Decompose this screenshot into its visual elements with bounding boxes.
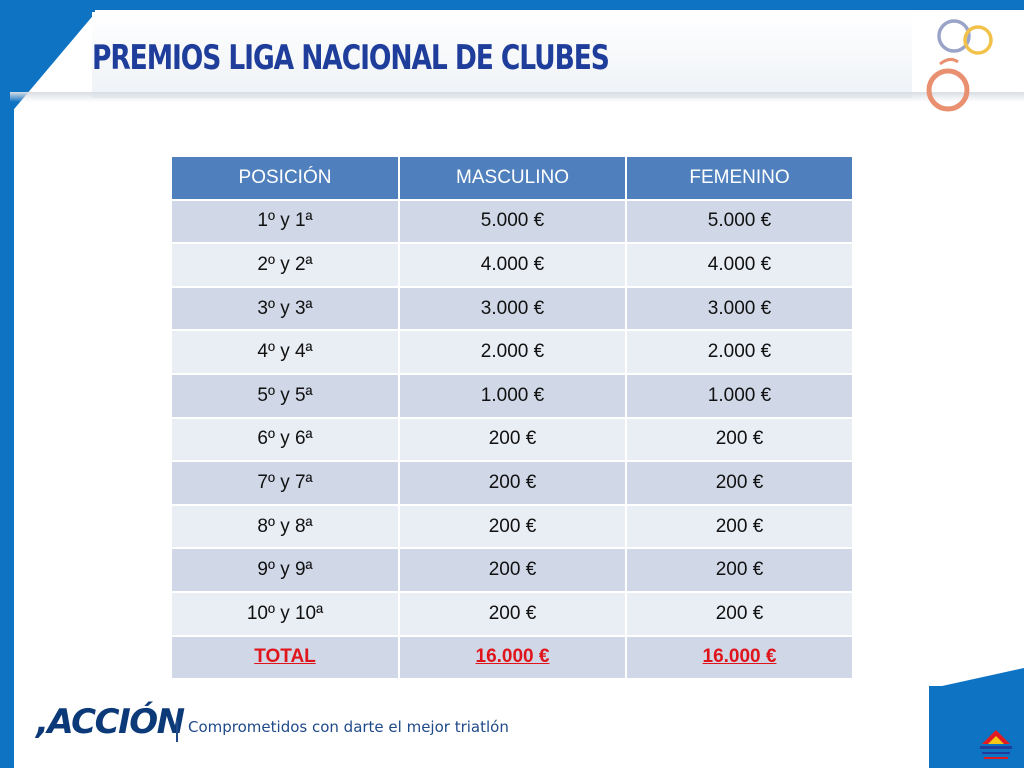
- cell-male: 5.000 €: [399, 200, 626, 244]
- cell-female: 200 €: [626, 592, 853, 636]
- cell-female: 200 €: [626, 418, 853, 462]
- cell-female: 200 €: [626, 548, 853, 592]
- cell-female: 200 €: [626, 461, 853, 505]
- cell-position: 2º y 2ª: [172, 243, 399, 287]
- olympic-rings-logo-icon: [918, 12, 1018, 122]
- cell-male: 1.000 €: [399, 374, 626, 418]
- cell-male: 4.000 €: [399, 243, 626, 287]
- footer-tagline: Comprometidos con darte el mejor triatló…: [188, 718, 509, 736]
- table-row: 2º y 2ª 4.000 € 4.000 €: [172, 243, 853, 287]
- cell-position: 10º y 10ª: [172, 592, 399, 636]
- table-row: 3º y 3ª 3.000 € 3.000 €: [172, 287, 853, 331]
- total-male: 16.000 €: [399, 636, 626, 680]
- table-row: 10º y 10ª 200 € 200 €: [172, 592, 853, 636]
- total-female: 16.000 €: [626, 636, 853, 680]
- table-row: 4º y 4ª 2.000 € 2.000 €: [172, 330, 853, 374]
- footer-divider: [176, 720, 178, 742]
- cell-male: 200 €: [399, 592, 626, 636]
- cell-male: 200 €: [399, 418, 626, 462]
- cell-female: 1.000 €: [626, 374, 853, 418]
- cell-position: 5º y 5ª: [172, 374, 399, 418]
- header-male: MASCULINO: [399, 157, 626, 200]
- prize-table: POSICIÓN MASCULINO FEMENINO 1º y 1ª 5.00…: [172, 157, 854, 680]
- brand-logo: ,ACCIÓN: [36, 702, 184, 742]
- cell-female: 3.000 €: [626, 287, 853, 331]
- frame-left-bar: [0, 0, 14, 768]
- table-row: 8º y 8ª 200 € 200 €: [172, 505, 853, 549]
- table-row: 7º y 7ª 200 € 200 €: [172, 461, 853, 505]
- header-female: FEMENINO: [626, 157, 853, 200]
- frame-top-bar: [0, 0, 1024, 10]
- cell-position: 7º y 7ª: [172, 461, 399, 505]
- cell-position: 9º y 9ª: [172, 548, 399, 592]
- cell-position: 1º y 1ª: [172, 200, 399, 244]
- table-total-row: TOTAL 16.000 € 16.000 €: [172, 636, 853, 680]
- title-shadow: [10, 92, 1024, 102]
- cell-position: 8º y 8ª: [172, 505, 399, 549]
- table-header-row: POSICIÓN MASCULINO FEMENINO: [172, 157, 853, 200]
- table-row: 6º y 6ª 200 € 200 €: [172, 418, 853, 462]
- cell-position: 3º y 3ª: [172, 287, 399, 331]
- cell-male: 200 €: [399, 461, 626, 505]
- cell-position: 4º y 4ª: [172, 330, 399, 374]
- table-row: 5º y 5ª 1.000 € 1.000 €: [172, 374, 853, 418]
- cell-male: 2.000 €: [399, 330, 626, 374]
- cell-female: 5.000 €: [626, 200, 853, 244]
- table-row: 9º y 9ª 200 € 200 €: [172, 548, 853, 592]
- cell-male: 200 €: [399, 505, 626, 549]
- cell-female: 4.000 €: [626, 243, 853, 287]
- federation-logo-icon: [976, 724, 1016, 762]
- cell-female: 200 €: [626, 505, 853, 549]
- total-label: TOTAL: [172, 636, 399, 680]
- table-row: 1º y 1ª 5.000 € 5.000 €: [172, 200, 853, 244]
- page-title: PREMIOS LIGA NACIONAL DE CLUBES: [92, 38, 609, 78]
- cell-male: 3.000 €: [399, 287, 626, 331]
- cell-male: 200 €: [399, 548, 626, 592]
- cell-female: 2.000 €: [626, 330, 853, 374]
- cell-position: 6º y 6ª: [172, 418, 399, 462]
- header-position: POSICIÓN: [172, 157, 399, 200]
